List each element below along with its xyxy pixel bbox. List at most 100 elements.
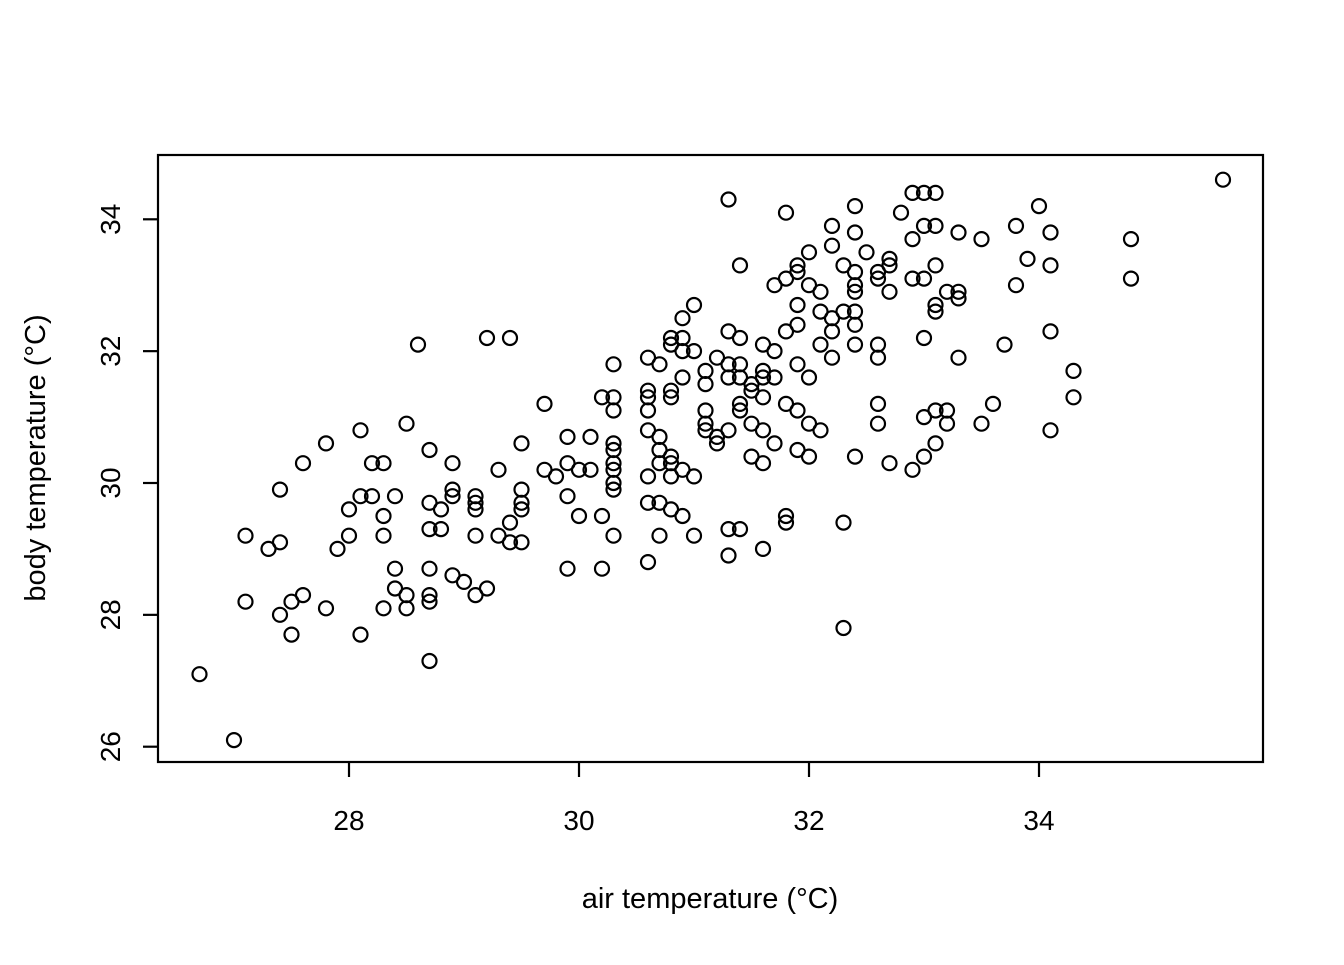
data-point (605, 402, 622, 419)
data-point (1065, 362, 1082, 379)
data-point (570, 507, 588, 525)
data-point (536, 395, 553, 412)
data-point (812, 422, 829, 439)
data-point (1122, 270, 1140, 287)
data-point (927, 217, 944, 234)
data-point (1042, 323, 1059, 340)
y-tick-label: 28 (95, 599, 126, 630)
data-point (674, 310, 691, 327)
plot-frame (156, 153, 1265, 764)
data-point (973, 231, 990, 248)
data-point (950, 290, 967, 307)
data-point (593, 507, 611, 525)
data-point (639, 553, 657, 571)
data-point (662, 389, 680, 406)
data-point (904, 231, 921, 248)
y-tick-label: 32 (95, 336, 126, 367)
data-point (869, 336, 887, 353)
y-tick-label: 26 (95, 731, 126, 762)
data-point (271, 606, 289, 623)
data-point (237, 593, 254, 610)
data-point (904, 461, 921, 478)
data-point (444, 481, 461, 498)
data-point (294, 455, 312, 472)
data-point (869, 415, 887, 432)
data-point (191, 666, 208, 683)
data-point (846, 448, 864, 465)
data-point (996, 336, 1013, 353)
data-point (559, 560, 576, 577)
data-point (398, 586, 415, 604)
data-point (409, 336, 427, 353)
data-point (1042, 422, 1059, 439)
data-point (973, 415, 990, 432)
data-point (881, 250, 898, 267)
data-point (605, 435, 622, 452)
data-point (800, 448, 818, 465)
data-point (1065, 389, 1082, 406)
data-point (915, 409, 933, 426)
data-point (800, 244, 818, 261)
data-point (237, 527, 254, 544)
data-point (731, 402, 749, 419)
data-point (754, 422, 772, 439)
data-point (777, 323, 795, 340)
data-point (950, 349, 967, 366)
data-point (501, 534, 519, 551)
data-point (662, 329, 680, 347)
data-point (846, 263, 864, 281)
data-point (490, 461, 507, 478)
data-point (846, 224, 864, 241)
data-point (904, 270, 921, 287)
data-point (398, 415, 415, 432)
data-point (1122, 231, 1140, 248)
data-point (915, 270, 933, 287)
data-point (432, 501, 450, 518)
data-point (501, 329, 519, 347)
data-point (513, 481, 530, 498)
data-point (651, 428, 668, 445)
data-point (559, 488, 576, 505)
data-point (823, 217, 841, 234)
data-point (720, 191, 737, 208)
data-point (501, 514, 519, 531)
data-point (651, 356, 668, 373)
x-tick-label: 30 (563, 805, 594, 836)
data-point (950, 224, 967, 241)
x-axis-title: air temperature (°C) (582, 883, 839, 915)
data-point (950, 283, 967, 300)
data-point (375, 507, 392, 525)
data-point (271, 534, 289, 551)
data-point (340, 501, 358, 518)
data-point (674, 507, 691, 525)
data-point (421, 586, 438, 604)
data-point (605, 481, 622, 498)
data-point (605, 527, 622, 544)
y-axis-title: body temperature (°C) (20, 314, 52, 601)
data-point (812, 283, 829, 300)
data-point (317, 600, 335, 617)
y-tick-label: 30 (95, 467, 126, 498)
data-point (605, 441, 622, 459)
data-point (731, 520, 749, 538)
data-point (662, 448, 680, 465)
data-point (777, 514, 795, 531)
data-point (421, 652, 438, 670)
data-point (432, 520, 450, 538)
data-point (317, 435, 335, 452)
data-point (294, 586, 312, 604)
data-point (881, 283, 898, 300)
data-point (352, 626, 369, 643)
data-point (513, 494, 530, 511)
data-point (720, 547, 737, 564)
x-axis-ticks: 28 30 32 34 (333, 762, 1055, 836)
data-point (1007, 217, 1025, 234)
data-point (938, 415, 956, 432)
data-point (467, 494, 484, 511)
data-point (386, 488, 404, 505)
data-point (927, 296, 944, 314)
data-point (421, 441, 438, 459)
data-point (800, 369, 818, 386)
data-point (731, 329, 749, 347)
